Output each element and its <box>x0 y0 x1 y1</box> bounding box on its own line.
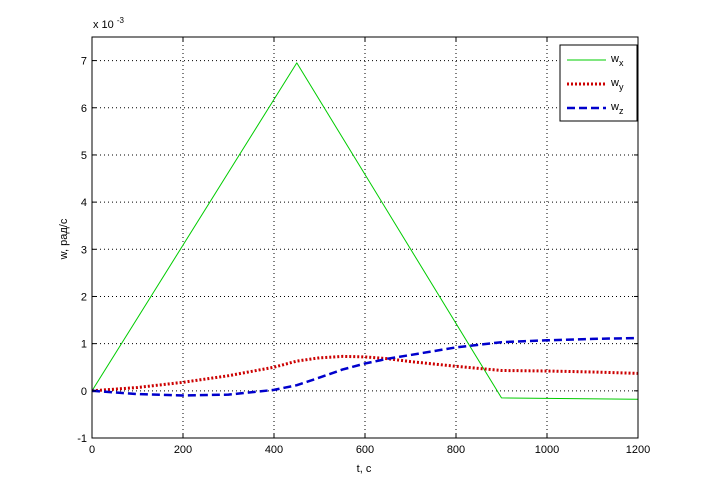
x-tick-label: 0 <box>89 444 95 456</box>
x-tick-label: 1000 <box>535 444 559 456</box>
x-tick-label: 1200 <box>626 444 650 456</box>
grid <box>92 37 638 438</box>
x-tick-label: 800 <box>447 444 465 456</box>
x-tick-label: 400 <box>265 444 283 456</box>
x-tick-label: 200 <box>174 444 192 456</box>
series-line-x <box>91 62 639 400</box>
y-tick-label: 5 <box>81 150 87 162</box>
series-line-z <box>91 336 639 397</box>
y-tick-label: 4 <box>81 197 87 209</box>
legend-label-y: wy <box>610 77 624 92</box>
legend-label-subscript: z <box>619 106 624 116</box>
y-axis-multiplier: x 10 -3 <box>93 16 125 31</box>
axes <box>91 36 639 439</box>
y-multiplier-exponent: -3 <box>117 16 125 25</box>
legend-label-base: w <box>610 77 619 89</box>
y-axis-label: w, рад/с <box>58 218 70 260</box>
series-line-y <box>91 354 639 393</box>
y-tick-label: 3 <box>81 244 87 256</box>
legend-label-base: w <box>610 53 619 65</box>
legend-label-subscript: y <box>619 82 624 92</box>
x-axis-label: t, c <box>357 463 372 475</box>
y-tick-label: 6 <box>81 103 87 115</box>
series-group <box>91 62 639 400</box>
legend-label-subscript: x <box>619 58 624 68</box>
axes-box <box>91 36 639 439</box>
x-tick-label: 600 <box>356 444 374 456</box>
legend-label-x: wx <box>610 53 624 68</box>
legend-label-base: w <box>610 101 619 113</box>
y-tick-label: 1 <box>81 339 87 351</box>
y-tick-label: 2 <box>81 291 87 303</box>
legend-label-z: wz <box>610 101 624 116</box>
y-tick-label: 7 <box>81 56 87 68</box>
y-multiplier-base: x 10 <box>93 19 114 31</box>
y-tick-label: -1 <box>77 433 87 445</box>
y-tick-label: 0 <box>81 386 87 398</box>
